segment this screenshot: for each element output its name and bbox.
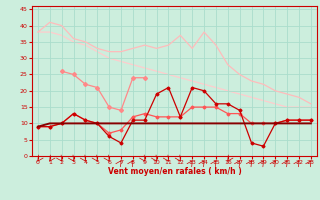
X-axis label: Vent moyen/en rafales ( km/h ): Vent moyen/en rafales ( km/h ) [108,167,241,176]
